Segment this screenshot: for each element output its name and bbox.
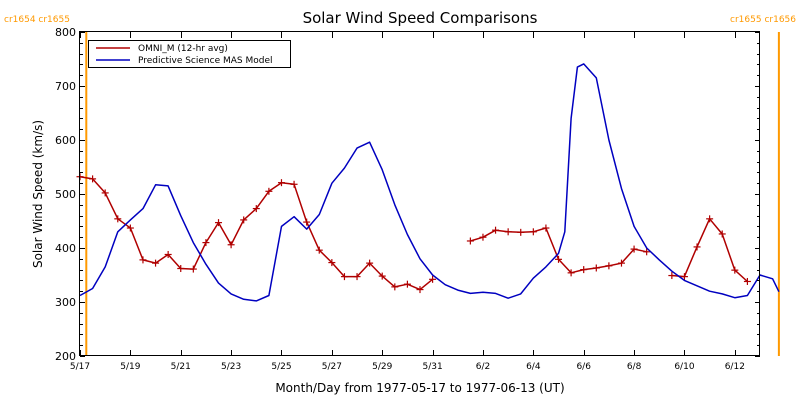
data-point-omni xyxy=(277,179,285,187)
x-tick-label: 5/23 xyxy=(221,362,241,372)
axes-layer: 200 300 400 500 600 700 800 5/17 5/19 5/21 5/23 5/2… xyxy=(55,26,760,372)
data-point-omni xyxy=(215,219,223,227)
x-tick-label: 5/17 xyxy=(70,362,90,372)
data-point-omni xyxy=(139,256,147,264)
legend-label-mas: Predictive Science MAS Model xyxy=(138,56,273,66)
data-point-omni xyxy=(706,215,714,223)
data-point-omni xyxy=(290,180,298,188)
data-point-omni xyxy=(353,273,361,281)
y-tick-label: 800 xyxy=(55,26,76,39)
carrington-marker-label: cr1654 cr1655 xyxy=(4,15,70,25)
data-point-omni xyxy=(378,272,386,280)
data-point-omni xyxy=(731,266,739,274)
data-point-omni xyxy=(668,272,676,280)
carrington-marker-label: cr1655 cr1656 xyxy=(730,15,796,25)
x-tick-label: 5/27 xyxy=(322,362,342,372)
x-tick-label: 6/8 xyxy=(627,362,642,372)
x-tick-label: 5/25 xyxy=(271,362,291,372)
y-axis-label: Solar Wind Speed (km/s) xyxy=(31,120,45,268)
data-point-omni xyxy=(315,246,323,254)
data-point-omni xyxy=(466,237,474,245)
x-tick-label: 6/2 xyxy=(476,362,490,372)
plot-frame xyxy=(79,31,760,356)
data-point-omni xyxy=(227,241,235,249)
data-point-omni xyxy=(617,259,625,267)
data-point-omni xyxy=(429,275,437,283)
data-point-omni xyxy=(164,250,172,258)
series-line-mas xyxy=(79,63,780,302)
series-layer xyxy=(76,63,780,302)
data-point-omni xyxy=(328,259,336,267)
data-point-omni xyxy=(504,228,512,236)
x-tick-label: 6/6 xyxy=(576,362,591,372)
x-axis-label: Month/Day from 1977-05-17 to 1977-06-13 … xyxy=(275,381,564,395)
x-tick-label: 6/4 xyxy=(526,362,541,372)
data-point-omni xyxy=(89,175,97,183)
data-point-omni xyxy=(517,228,525,236)
chart-title: Solar Wind Speed Comparisons xyxy=(303,9,538,27)
data-point-omni xyxy=(492,226,500,234)
x-tick-label: 6/12 xyxy=(725,362,745,372)
data-point-omni xyxy=(126,224,134,232)
data-point-omni xyxy=(567,269,575,277)
data-point-omni xyxy=(240,216,248,224)
data-point-omni xyxy=(592,264,600,272)
x-tick-label: 5/29 xyxy=(372,362,392,372)
y-tick-label: 400 xyxy=(55,242,76,255)
data-point-omni xyxy=(403,280,411,288)
data-point-omni xyxy=(366,259,374,267)
data-point-omni xyxy=(479,233,487,241)
data-point-omni xyxy=(555,255,563,263)
data-point-omni xyxy=(416,286,424,294)
x-tick-label: 5/31 xyxy=(422,362,442,372)
data-point-omni xyxy=(340,273,348,281)
y-tick-label: 600 xyxy=(55,134,76,147)
data-point-omni xyxy=(643,248,651,256)
data-point-omni xyxy=(152,259,160,267)
carrington-markers: cr1654 cr1655 cr1655 cr1656 xyxy=(4,15,796,356)
data-point-omni xyxy=(101,189,109,197)
legend: OMNI_M (12-hr avg) Predictive Science MA… xyxy=(88,40,291,68)
x-tick-label: 5/21 xyxy=(171,362,191,372)
data-point-omni xyxy=(252,205,260,213)
data-point-omni xyxy=(718,230,726,238)
data-point-omni xyxy=(680,273,688,281)
y-tick-label: 500 xyxy=(55,188,76,201)
y-tick-label: 200 xyxy=(55,350,76,363)
data-point-omni xyxy=(177,265,185,273)
data-point-omni xyxy=(202,239,210,247)
legend-box xyxy=(88,40,291,68)
data-point-omni xyxy=(303,218,311,226)
x-tick-label: 6/10 xyxy=(674,362,694,372)
data-point-omni xyxy=(693,243,701,251)
data-point-omni xyxy=(542,224,550,232)
data-point-omni xyxy=(580,266,588,274)
data-point-omni xyxy=(529,228,537,236)
y-tick-label: 300 xyxy=(55,296,76,309)
data-point-omni xyxy=(114,215,122,223)
data-point-omni xyxy=(265,187,273,195)
data-point-omni xyxy=(743,277,751,285)
data-point-omni xyxy=(630,245,638,253)
legend-label-omni: OMNI_M (12-hr avg) xyxy=(138,44,228,54)
data-point-omni xyxy=(605,262,613,270)
x-tick-label: 5/19 xyxy=(120,362,140,372)
y-tick-label: 700 xyxy=(55,80,76,93)
data-point-omni xyxy=(391,283,399,291)
data-point-omni xyxy=(189,265,197,273)
